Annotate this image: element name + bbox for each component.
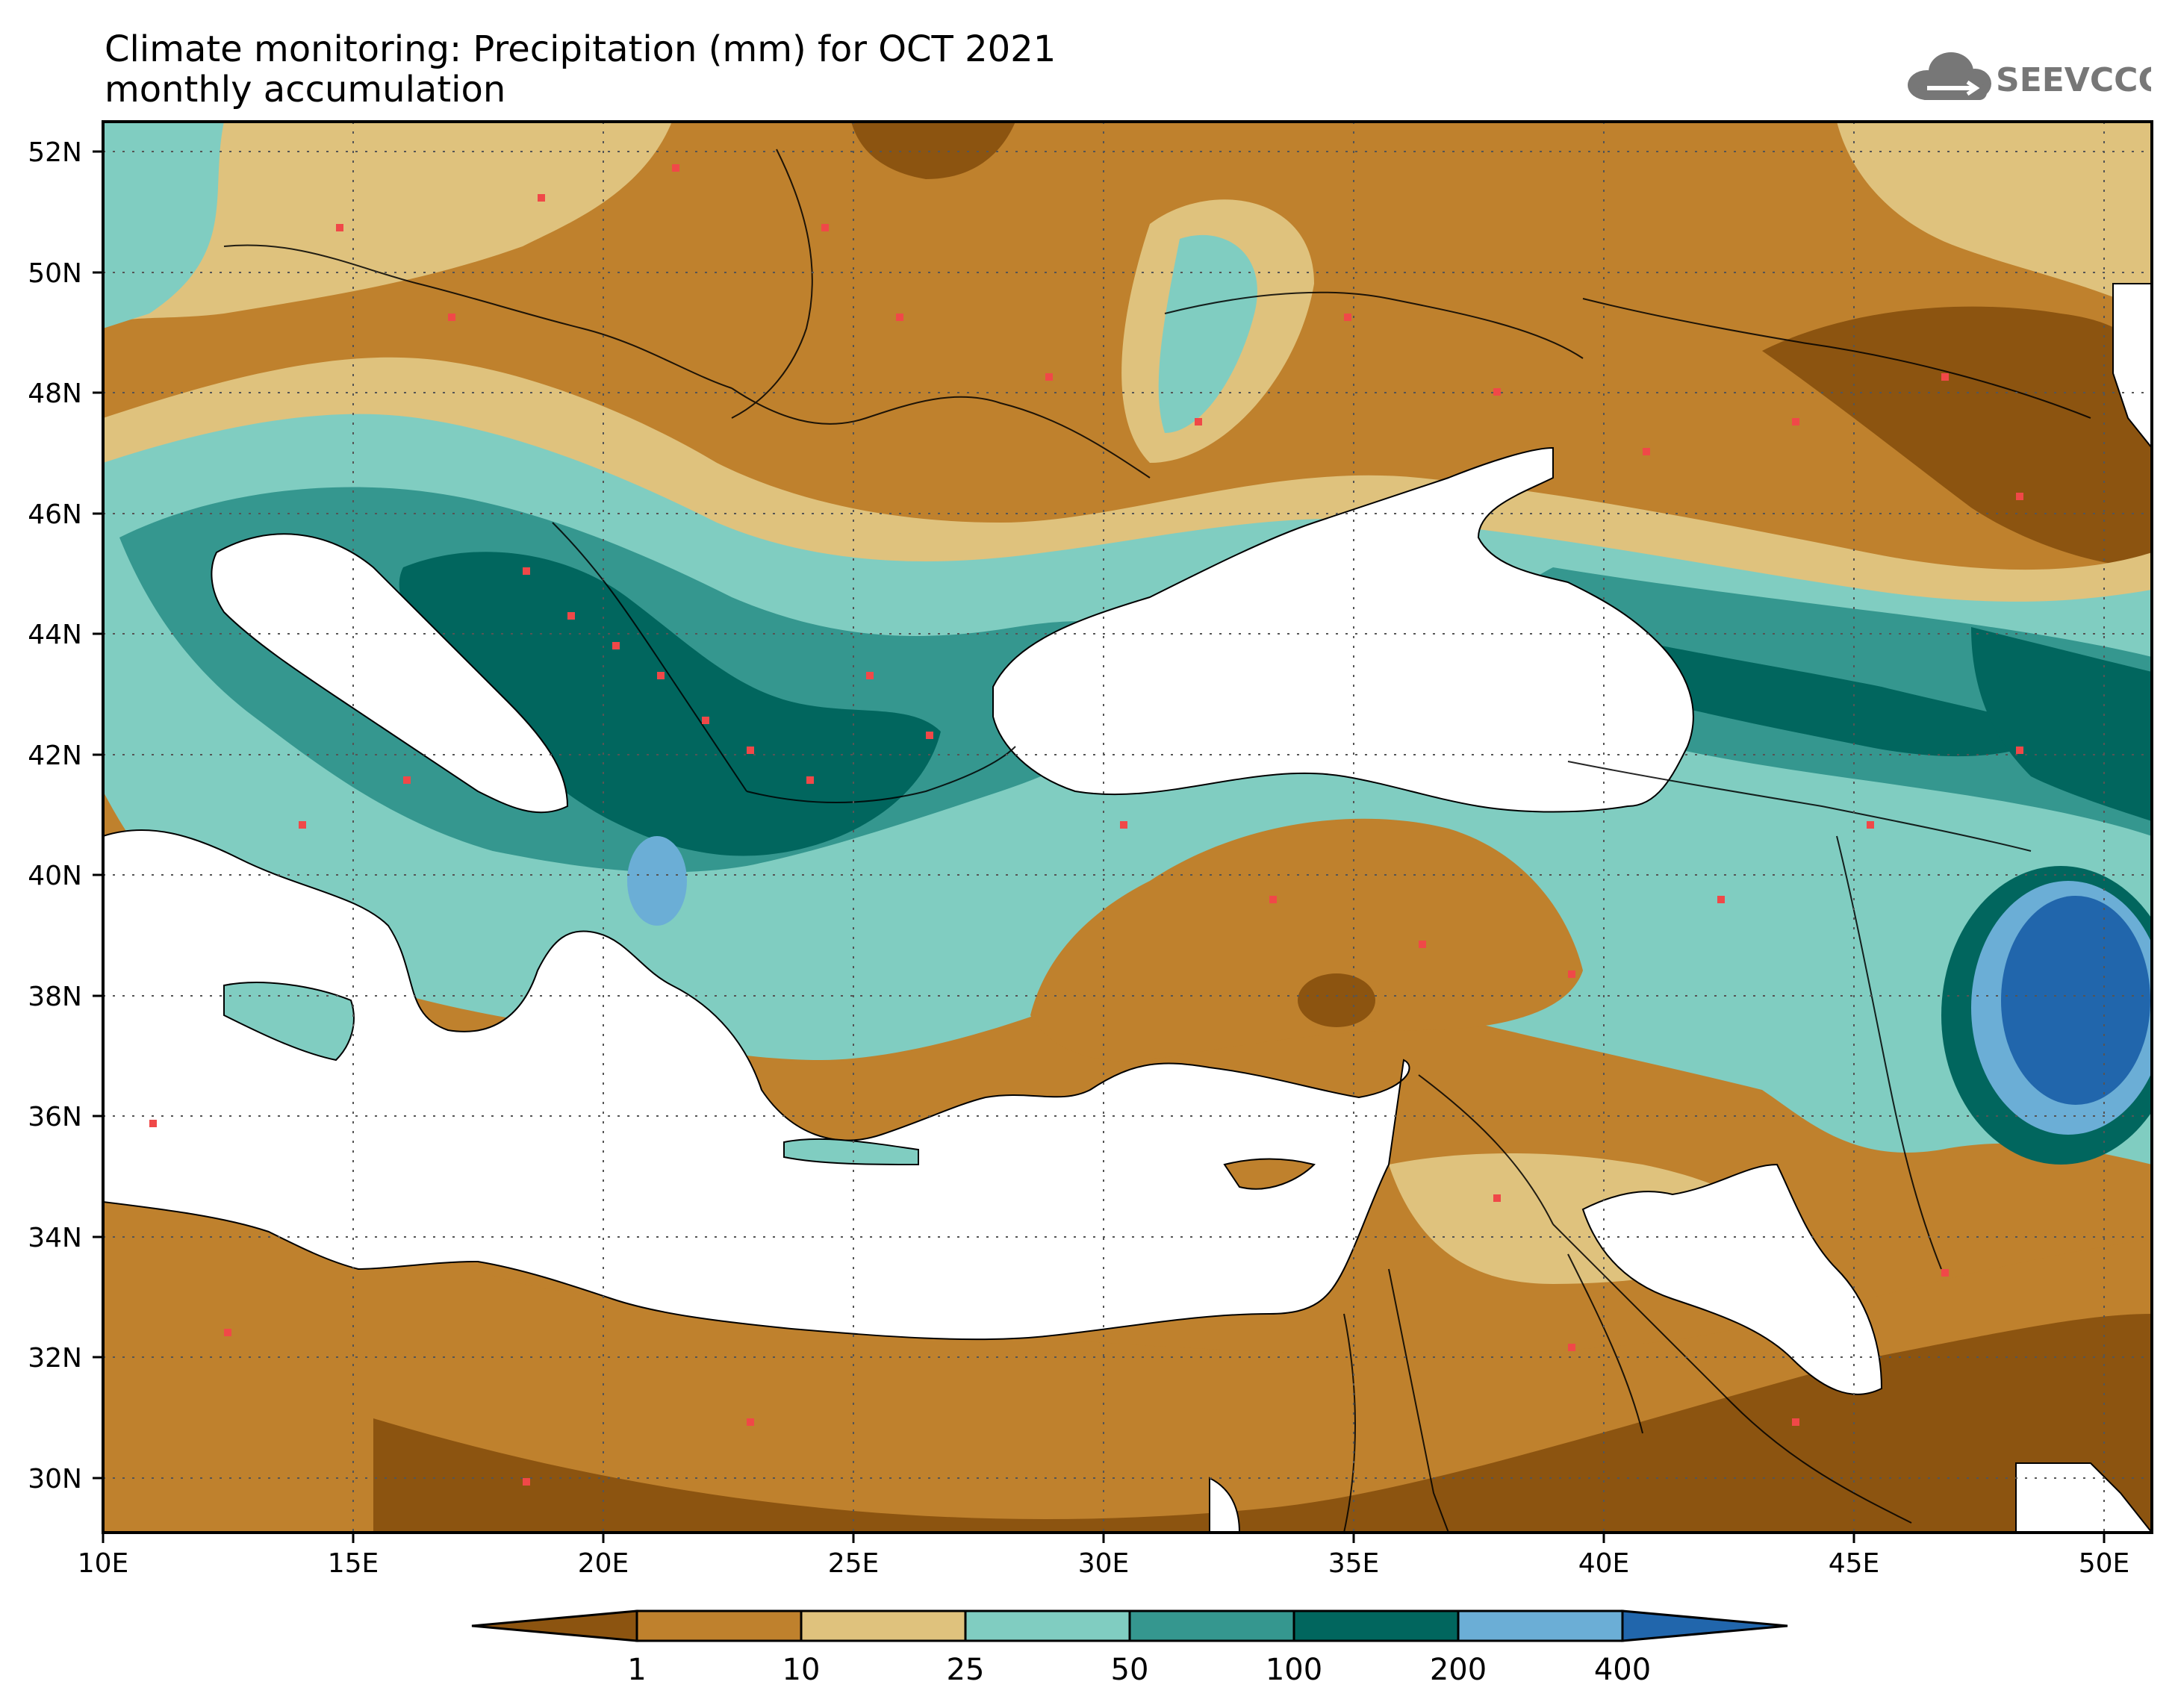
y-tick-label: 34N (28, 1223, 82, 1253)
graticule (103, 122, 2152, 1533)
y-tick-label: 40N (28, 861, 82, 891)
crete (783, 1138, 919, 1166)
x-tick-label: 25E (828, 1548, 880, 1579)
colorbar-segment-lt1 (471, 1609, 638, 1642)
x-tick-label: 50E (2079, 1548, 2130, 1579)
y-tick-label: 50N (28, 258, 82, 289)
colorbar-label: 50 (1111, 1653, 1149, 1687)
y-tick-label: 52N (28, 137, 82, 168)
black-sea (992, 446, 1694, 813)
seevccc-logo: SEEVCCC (1908, 52, 2151, 100)
caspian-sea (2112, 283, 2152, 449)
colorbar-label: 25 (947, 1653, 985, 1687)
colorbar-labels: 1 10 25 50 100 200 400 (627, 1653, 1651, 1687)
y-tick-label: 44N (28, 620, 82, 650)
colorbar-label: 10 (782, 1653, 821, 1687)
x-tick-label: 35E (1328, 1548, 1380, 1579)
logo-text: SEEVCCC (1996, 61, 2151, 99)
colorbar-segment-50-100 (1128, 1609, 1295, 1642)
x-tick-label: 45E (1829, 1548, 1880, 1579)
colorbar-segment-gt400 (1621, 1609, 1788, 1642)
colorbar-segment-10-25 (800, 1609, 967, 1642)
x-tick-label: 15E (328, 1548, 379, 1579)
cyprus (1223, 1158, 1316, 1190)
persian-gulf (2015, 1462, 2152, 1533)
colorbar-segment-100-200 (1292, 1609, 1460, 1642)
adriatic-sea (211, 533, 569, 814)
islands (223, 982, 1316, 1190)
sicily (223, 982, 355, 1062)
colorbar-segment-1-10 (635, 1609, 803, 1642)
x-tick-label: 40E (1578, 1548, 1630, 1579)
seas (103, 283, 2152, 1533)
colorbar-segment-25-50 (964, 1609, 1131, 1642)
colorbar-label: 1 (627, 1653, 646, 1687)
x-tick-label: 20E (578, 1548, 629, 1579)
y-tick-label: 30N (28, 1464, 82, 1494)
colorbar-segment-200-400 (1457, 1609, 1624, 1642)
map-frame (102, 120, 2153, 1534)
colorbar-label: 200 (1430, 1653, 1487, 1687)
colorbar-label: 100 (1266, 1653, 1322, 1687)
y-tick-label: 46N (28, 499, 82, 530)
country-borders (223, 149, 2091, 1533)
y-tick-label: 32N (28, 1343, 82, 1374)
y-tick-label: 36N (28, 1102, 82, 1132)
precipitation-field (103, 122, 2152, 1533)
y-tick-label: 38N (28, 982, 82, 1012)
y-tick-label: 42N (28, 741, 82, 771)
y-axis (93, 150, 103, 1480)
mediterranean-sea (103, 829, 1410, 1341)
map-title: Climate monitoring: Precipitation (mm) f… (105, 28, 1057, 70)
y-tick-label: 48N (28, 378, 82, 409)
cloud-icon (1908, 52, 1991, 100)
map-subtitle: monthly accumulation (105, 69, 506, 110)
colorbar (471, 1609, 1788, 1642)
colorbar-label: 400 (1594, 1653, 1651, 1687)
x-tick-label: 30E (1078, 1548, 1130, 1579)
x-tick-labels: 10E 15E 20E 25E 30E 35E 40E 45E 50E (78, 1548, 2130, 1579)
x-tick-label: 10E (78, 1548, 129, 1579)
syrian-desert-nodata (1581, 1163, 1883, 1395)
station-markers (149, 164, 2023, 1486)
x-axis (102, 1533, 2106, 1543)
y-tick-labels: 52N 50N 48N 46N 44N 42N 40N 38N 36N 34N … (28, 137, 82, 1494)
